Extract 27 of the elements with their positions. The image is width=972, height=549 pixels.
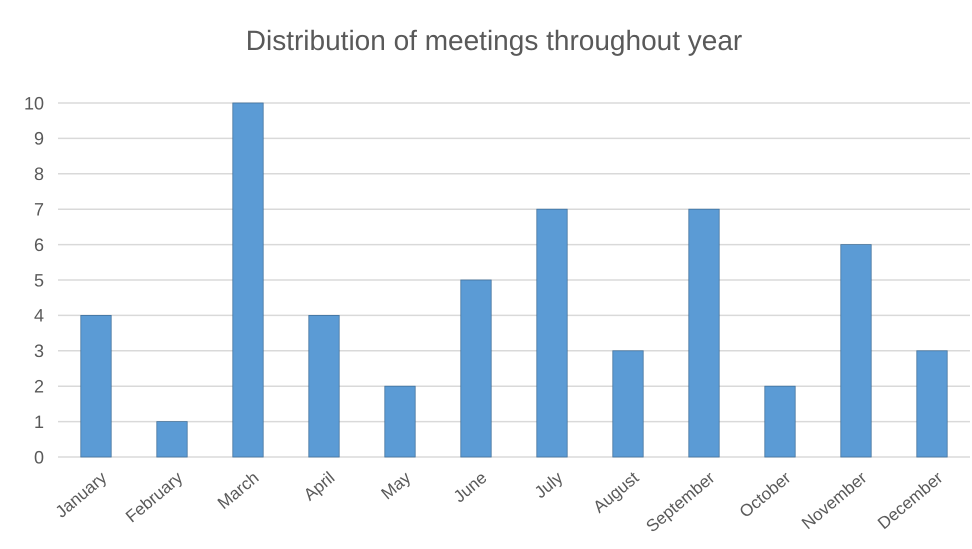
y-tick-label: 9 — [34, 128, 44, 149]
bar — [764, 386, 796, 458]
bar — [232, 102, 264, 458]
bar — [536, 208, 568, 458]
x-tick-label: May — [378, 468, 415, 504]
x-tick-label: June — [450, 468, 490, 506]
bar — [916, 350, 948, 458]
y-tick-label: 4 — [34, 306, 44, 326]
bar — [460, 280, 492, 458]
y-tick-label: 7 — [34, 200, 44, 220]
y-tick-label: 6 — [34, 234, 44, 255]
bar — [80, 315, 112, 458]
bar — [612, 350, 644, 458]
chart-title: Distribution of meetings throughout year — [246, 25, 742, 56]
y-tick-label: 5 — [34, 270, 44, 290]
y-tick-label: 2 — [34, 376, 44, 396]
x-tick-label: July — [531, 468, 567, 502]
y-tick-label: 0 — [34, 447, 44, 468]
y-tick-label: 1 — [34, 412, 44, 432]
y-tick-label: 10 — [24, 93, 44, 114]
y-tick-label: 8 — [34, 164, 44, 184]
bar — [688, 208, 720, 458]
bar — [308, 315, 340, 458]
bar — [156, 421, 188, 458]
bar — [384, 386, 416, 458]
y-tick-label: 3 — [34, 341, 44, 362]
bar — [840, 244, 872, 458]
